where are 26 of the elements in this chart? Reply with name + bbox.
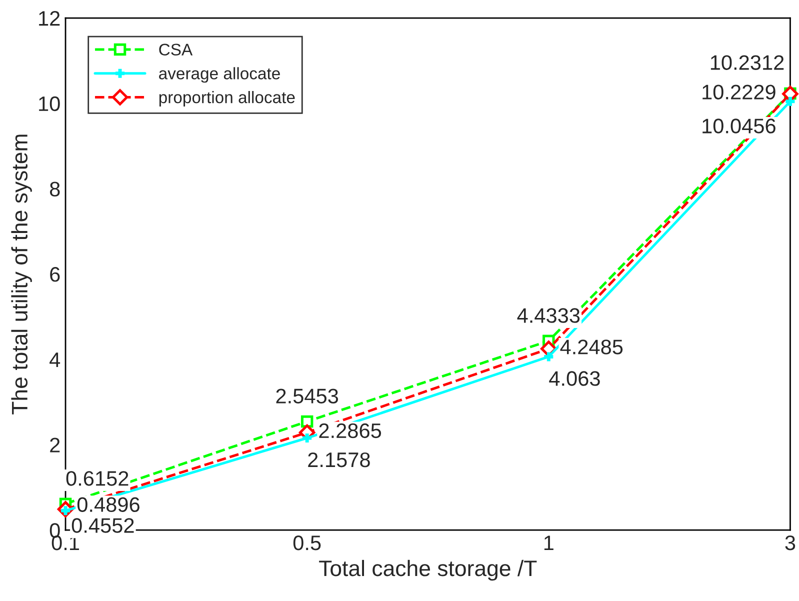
legend-label: average allocate: [159, 67, 280, 83]
y-tick-label: 6: [50, 267, 60, 282]
data-label: 4.2485: [560, 340, 623, 354]
x-axis-title: Total cache storage /T: [319, 560, 537, 581]
y-tick-label: 12: [39, 11, 60, 26]
data-label: 4.4333: [517, 308, 580, 323]
data-label: 0.6152: [66, 471, 128, 486]
legend-label: CSA: [159, 44, 193, 56]
y-axis-title: The total utility of the system: [11, 134, 32, 414]
data-label: 10.2312: [710, 55, 784, 70]
legend-label: proportion allocate: [159, 91, 295, 107]
x-tick-label: 0.5: [293, 535, 321, 550]
data-label: 4.063: [549, 371, 600, 386]
data-label: 0.4896: [77, 497, 140, 512]
y-tick-label: 10: [39, 96, 60, 112]
y-tick-label: 8: [50, 182, 60, 196]
data-label: 10.0456: [702, 118, 776, 134]
y-tick-label: 2: [50, 438, 60, 452]
x-tick-label: 1: [544, 536, 554, 550]
y-tick-label: 4: [50, 352, 60, 367]
x-tick-label: 3: [785, 535, 796, 550]
data-label: 0.4552: [72, 518, 134, 533]
data-label: 10.2229: [702, 84, 776, 100]
data-label: 2.2865: [319, 423, 382, 438]
data-label: 2.5453: [276, 388, 338, 404]
data-label: 2.1578: [308, 452, 370, 468]
